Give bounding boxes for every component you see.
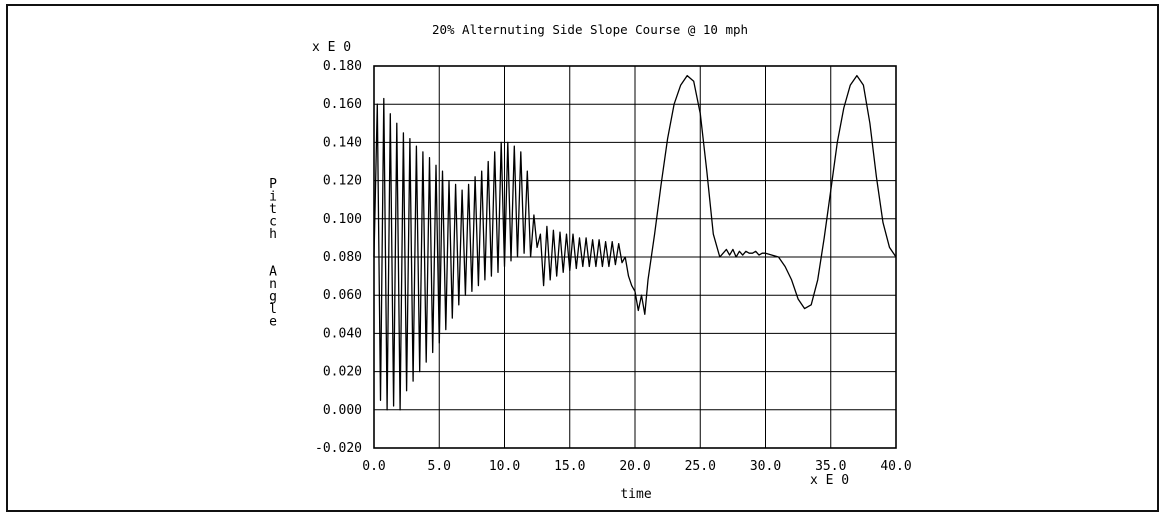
- y-axis-label-char: c: [269, 215, 277, 230]
- y-tick-label: 0.120: [323, 174, 362, 189]
- x-tick-label: 30.0: [750, 459, 781, 474]
- series-line-pitch-angle: [373, 74, 897, 411]
- y-axis-label-char: P: [269, 177, 277, 192]
- x-tick-label: 0.0: [362, 459, 385, 474]
- y-tick-label: 0.180: [323, 59, 362, 74]
- y-tick-label: 0.160: [323, 97, 362, 112]
- x-tick-label: 35.0: [815, 459, 846, 474]
- x-tick-labels: 0.0 5.0 10.0 15.0 20.0 25.0 30.0 35.0 40.0: [362, 459, 911, 474]
- y-tick-label: 0.080: [323, 250, 362, 265]
- y-tick-label: 0.000: [323, 403, 362, 418]
- x-axis-exponent: x E 0: [810, 473, 849, 488]
- x-tick-label: 20.0: [619, 459, 650, 474]
- y-axis-label-char: g: [269, 290, 277, 305]
- y-axis-label-char: l: [269, 302, 277, 317]
- figure-frame: [6, 4, 1159, 512]
- y-axis-label-char: i: [269, 190, 277, 205]
- y-tick-label: 0.020: [323, 365, 362, 380]
- y-axis-label-char: A: [269, 265, 277, 280]
- grid-lines: [373, 65, 897, 449]
- x-axis-label: time: [620, 487, 651, 502]
- y-axis-exponent: x E 0: [312, 40, 351, 55]
- y-tick-label: 0.040: [323, 326, 362, 341]
- x-tick-label: 15.0: [554, 459, 585, 474]
- y-tick-label: 0.140: [323, 135, 362, 150]
- chart-title: 20% Alternuting Side Slope Course @ 10 m…: [432, 22, 748, 37]
- y-tick-label: -0.020: [315, 441, 362, 456]
- y-axis-label-char: h: [269, 227, 277, 242]
- y-tick-labels: -0.020 0.000 0.020 0.040 0.060 0.080 0.100 0.12…: [315, 59, 362, 456]
- y-axis-label-char: t: [269, 202, 277, 217]
- x-tick-label: 40.0: [880, 459, 911, 474]
- x-tick-label: 10.0: [489, 459, 520, 474]
- y-tick-label: 0.100: [323, 212, 362, 227]
- y-axis-label-char: e: [269, 315, 277, 330]
- x-tick-label: 25.0: [685, 459, 716, 474]
- y-axis-label-char: n: [269, 277, 277, 292]
- x-tick-label: 5.0: [428, 459, 451, 474]
- y-tick-label: 0.060: [323, 288, 362, 303]
